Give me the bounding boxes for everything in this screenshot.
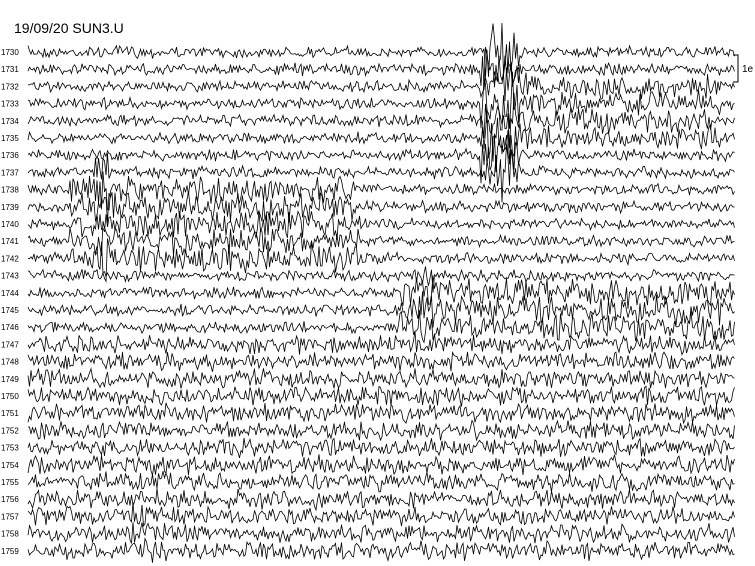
row-label: 1750 (1, 392, 19, 401)
trace-line (27, 291, 735, 328)
trace-line (27, 266, 735, 293)
trace-line (27, 367, 735, 389)
trace-line (27, 22, 735, 78)
row-label: 1741 (1, 237, 19, 246)
row-label: 1738 (1, 186, 19, 195)
trace-line (27, 171, 735, 211)
trace-line (28, 419, 735, 442)
row-label: 1758 (1, 530, 19, 539)
trace-line (27, 350, 735, 372)
scale-bar (733, 54, 739, 83)
row-label: 1732 (1, 82, 19, 91)
trace-line (27, 108, 735, 165)
row-label: 1731 (1, 65, 19, 74)
trace-line (27, 502, 735, 528)
trace-line (27, 310, 735, 344)
scale-label: 1e (742, 64, 754, 75)
trace-line (27, 437, 735, 459)
row-label: 1737 (1, 168, 19, 177)
row-label: 1759 (1, 547, 19, 556)
trace-line (27, 522, 735, 544)
trace-line (27, 330, 735, 356)
row-label: 1739 (1, 203, 19, 212)
chart-title: 19/09/20 SUN3.U (14, 20, 124, 36)
row-label: 1743 (1, 272, 19, 281)
row-label: 1736 (1, 151, 19, 160)
trace-line (27, 92, 735, 149)
trace-line (27, 210, 735, 240)
trace-line (27, 71, 735, 131)
row-label: 1735 (1, 134, 19, 143)
row-label: 1733 (1, 100, 19, 109)
trace-line (27, 144, 735, 203)
row-label: 1734 (1, 117, 19, 126)
trace-line (27, 488, 735, 512)
row-label: 1742 (1, 254, 19, 263)
row-label: 1730 (1, 48, 19, 57)
trace-line (27, 191, 735, 223)
trace-line (27, 135, 735, 184)
trace-line (27, 275, 735, 309)
trace-line (27, 385, 735, 407)
row-label: 1754 (1, 461, 19, 470)
row-label: 1752 (1, 426, 19, 435)
row-label: 1747 (1, 340, 19, 349)
row-label: 1745 (1, 306, 19, 315)
row-label: 1757 (1, 512, 19, 521)
trace-line (27, 402, 735, 425)
trace-line (27, 46, 735, 88)
row-label: 1746 (1, 323, 19, 332)
row-label: 1755 (1, 478, 19, 487)
trace-line (27, 537, 735, 563)
row-label: 1749 (1, 375, 19, 384)
trace-line (27, 454, 735, 476)
row-label: 1756 (1, 495, 19, 504)
row-label: 1740 (1, 220, 19, 229)
trace-line (27, 471, 735, 493)
trace-line (27, 221, 735, 256)
trace-line (27, 61, 735, 102)
row-label: 1753 (1, 444, 19, 453)
row-label: 1751 (1, 409, 19, 418)
trace-line (27, 238, 735, 283)
row-label: 1748 (1, 358, 19, 367)
row-label: 1744 (1, 289, 19, 298)
